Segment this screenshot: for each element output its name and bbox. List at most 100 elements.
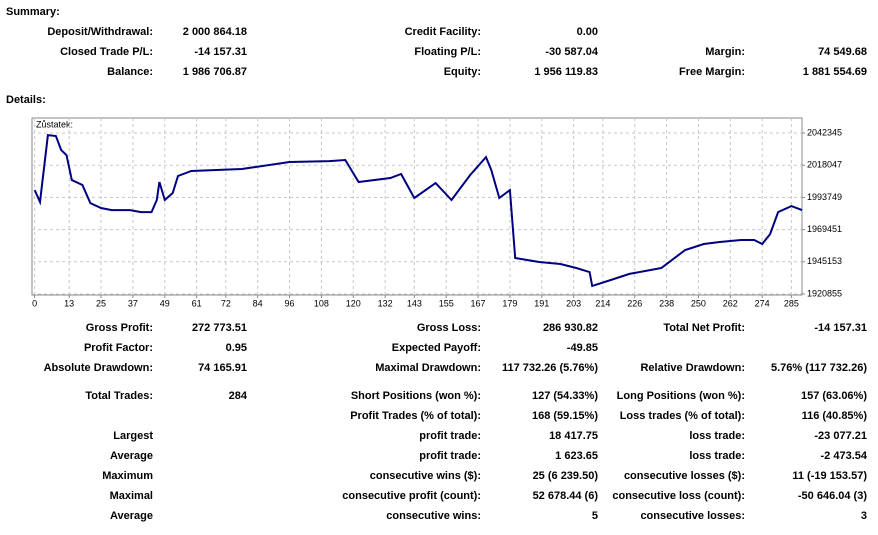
x-tick-label: 214 xyxy=(595,298,610,308)
value: 272 773.51 xyxy=(192,322,247,334)
label: consecutive losses: xyxy=(640,510,745,522)
x-tick-label: 49 xyxy=(160,298,170,308)
label: Largest xyxy=(113,430,153,442)
label: Maximum xyxy=(102,470,153,482)
y-tick-label: 1993749 xyxy=(807,192,842,202)
label: Loss trades (% of total): xyxy=(620,410,745,422)
value: 1 986 706.87 xyxy=(183,66,247,78)
y-tick-label: 1945153 xyxy=(807,256,842,266)
x-tick-label: 238 xyxy=(659,298,674,308)
x-tick-label: 61 xyxy=(192,298,202,308)
label: Profit Factor: xyxy=(84,342,153,354)
chart-annotation: Zůstatek: xyxy=(36,119,73,129)
label: consecutive loss (count): xyxy=(612,490,745,502)
x-tick-label: 167 xyxy=(471,298,486,308)
x-tick-label: 108 xyxy=(314,298,329,308)
x-tick-label: 96 xyxy=(285,298,295,308)
value: 18 417.75 xyxy=(549,430,598,442)
x-tick-label: 274 xyxy=(755,298,770,308)
x-tick-label: 84 xyxy=(253,298,263,308)
label: Profit Trades (% of total): xyxy=(350,410,481,422)
value: 2 000 864.18 xyxy=(183,26,247,38)
summary-title: Summary: xyxy=(6,6,60,18)
label: consecutive wins ($): xyxy=(370,470,481,482)
value: 52 678.44 (6) xyxy=(533,490,599,502)
value: -14 157.31 xyxy=(194,46,247,58)
label: profit trade: xyxy=(419,450,481,462)
x-tick-label: 143 xyxy=(407,298,422,308)
value: 5.76% (117 732.26) xyxy=(771,362,867,374)
label: Absolute Drawdown: xyxy=(44,362,153,374)
details-title: Details: xyxy=(6,94,46,106)
label: Short Positions (won %): xyxy=(351,390,481,402)
value: 11 (-19 153.57) xyxy=(792,470,867,482)
value: -49.85 xyxy=(567,342,598,354)
value: -30 587.04 xyxy=(545,46,598,58)
label: Margin: xyxy=(705,46,745,58)
value: 1 623.65 xyxy=(555,450,598,462)
label: loss trade: xyxy=(689,450,745,462)
x-tick-label: 13 xyxy=(64,298,74,308)
label: Average xyxy=(110,450,153,462)
x-tick-label: 179 xyxy=(502,298,517,308)
value: 286 930.82 xyxy=(543,322,598,334)
x-tick-label: 120 xyxy=(346,298,361,308)
value: 0.95 xyxy=(226,342,247,354)
label: Expected Payoff: xyxy=(392,342,481,354)
label: Maximal Drawdown: xyxy=(375,362,481,374)
value: 116 (40.85%) xyxy=(802,410,868,422)
y-tick-label: 2042345 xyxy=(807,127,842,137)
label: Free Margin: xyxy=(679,66,745,78)
label: Deposit/Withdrawal: xyxy=(47,26,153,38)
x-tick-label: 191 xyxy=(534,298,549,308)
value: 117 732.26 (5.76%) xyxy=(502,362,598,374)
value: 5 xyxy=(592,510,598,522)
label: Credit Facility: xyxy=(405,26,481,38)
x-tick-label: 262 xyxy=(723,298,738,308)
value: -23 077.21 xyxy=(814,430,867,442)
label: Total Trades: xyxy=(85,390,153,402)
x-tick-label: 155 xyxy=(439,298,454,308)
label: consecutive wins: xyxy=(386,510,481,522)
y-tick-label: 1920855 xyxy=(807,288,842,298)
label: Total Net Profit: xyxy=(663,322,745,334)
value: -50 646.04 (3) xyxy=(798,490,867,502)
label: consecutive losses ($): xyxy=(624,470,745,482)
x-tick-label: 72 xyxy=(221,298,231,308)
label: consecutive profit (count): xyxy=(342,490,481,502)
label: Gross Profit: xyxy=(86,322,153,334)
x-tick-label: 203 xyxy=(566,298,581,308)
chart-frame xyxy=(31,117,803,296)
balance-line xyxy=(33,133,803,288)
value: 284 xyxy=(229,390,248,402)
label: Floating P/L: xyxy=(414,46,481,58)
x-tick-label: 226 xyxy=(627,298,642,308)
label: Gross Loss: xyxy=(417,322,481,334)
value: 1 881 554.69 xyxy=(803,66,867,78)
y-tick-label: 2018047 xyxy=(807,160,842,170)
y-tick-label: 1969451 xyxy=(807,224,842,234)
x-tick-label: 250 xyxy=(691,298,706,308)
value: 127 (54.33%) xyxy=(532,390,598,402)
label: profit trade: xyxy=(419,430,481,442)
value: 0.00 xyxy=(577,26,598,38)
x-tick-label: 25 xyxy=(96,298,106,308)
value: 25 (6 239.50) xyxy=(533,470,599,482)
label: Closed Trade P/L: xyxy=(60,46,153,58)
value: 157 (63.06%) xyxy=(801,390,867,402)
value: 1 956 119.83 xyxy=(534,66,598,78)
x-tick-label: 0 xyxy=(32,298,37,308)
x-tick-label: 37 xyxy=(128,298,138,308)
label: Relative Drawdown: xyxy=(640,362,745,374)
x-tick-label: 132 xyxy=(378,298,393,308)
label: Equity: xyxy=(444,66,481,78)
label: Maximal xyxy=(110,490,153,502)
value: 3 xyxy=(861,510,867,522)
label: Balance: xyxy=(107,66,153,78)
value: 74 165.91 xyxy=(198,362,247,374)
label: Long Positions (won %): xyxy=(617,390,745,402)
value: -2 473.54 xyxy=(821,450,868,462)
label: loss trade: xyxy=(689,430,745,442)
value: 168 (59.15%) xyxy=(532,410,598,422)
